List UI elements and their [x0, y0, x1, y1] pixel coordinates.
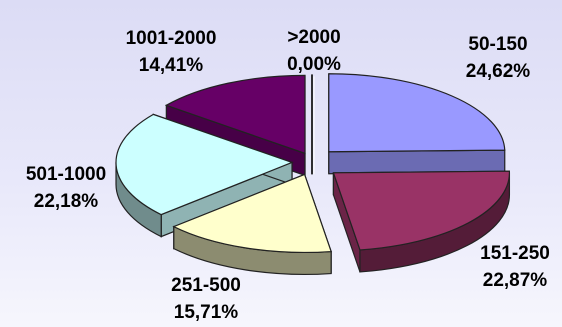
slice-percent-label: 14,41% [139, 55, 204, 76]
slice-cut-face-end [328, 149, 506, 175]
slice-percent-label: 0,00% [287, 54, 341, 75]
slice-151-250 [332, 170, 511, 273]
slice-category-label: 1001-2000 [126, 28, 217, 49]
slice-percent-label: 22,87% [483, 270, 548, 291]
slice-top-face [172, 173, 332, 254]
slice-category-label: 50-150 [468, 34, 527, 55]
slice-percent-label: 22,18% [34, 191, 99, 212]
data-label-251-500: 251-500 15,71% [171, 275, 241, 323]
slice-percent-label: 15,71% [174, 302, 239, 323]
data-label-501-1000: 501-1000 22,18% [26, 164, 106, 212]
data-label-1001-2000: 1001-2000 14,41% [126, 28, 217, 76]
slice-category-label: >2000 [287, 27, 340, 48]
data-label-50-150: 50-150 24,62% [466, 34, 531, 82]
slice-category-label: 151-250 [480, 243, 550, 264]
slice-251-500 [172, 173, 332, 276]
slice-top-face [332, 170, 510, 251]
slice-top-face [164, 74, 306, 155]
slice-percent-label: 24,62% [466, 61, 531, 82]
slice-over-2000 [311, 74, 315, 175]
data-label-151-250: 151-250 22,87% [480, 243, 550, 291]
data-label-over-2000: >2000 0,00% [287, 27, 341, 75]
slice-category-label: 501-1000 [26, 164, 106, 185]
slice-top-face [328, 73, 506, 153]
slice-50-150 [328, 73, 506, 175]
slice-category-label: 251-500 [171, 275, 241, 296]
slice-top-face [115, 113, 294, 216]
